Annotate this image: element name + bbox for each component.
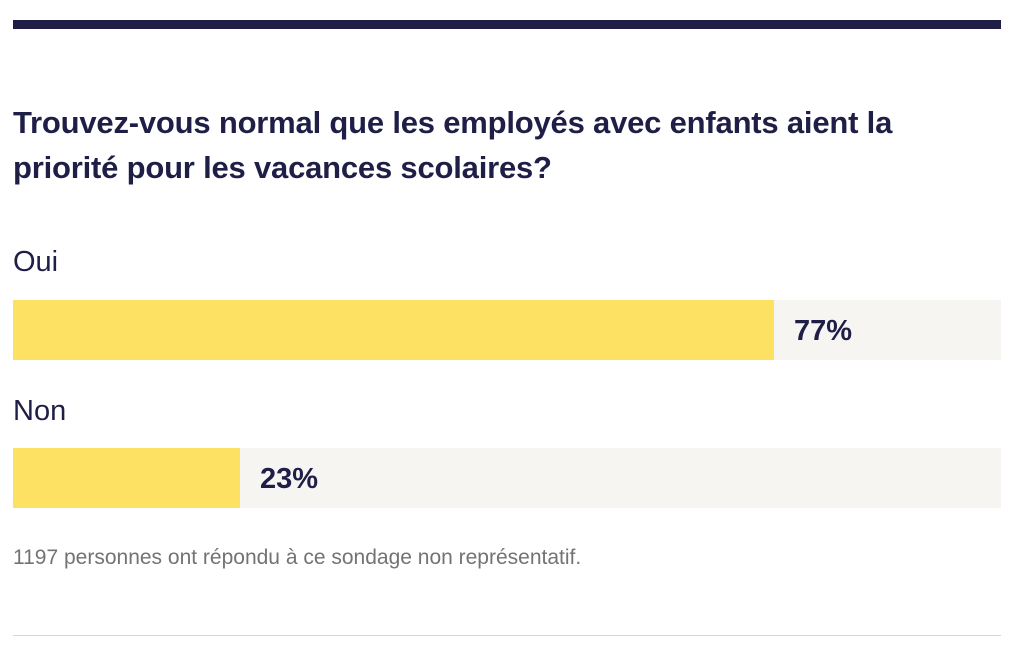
result-bar-non: 23%: [13, 448, 1001, 508]
poll-footnote: 1197 personnes ont répondu à ce sondage …: [13, 546, 582, 569]
top-divider: [13, 20, 1001, 29]
bottom-divider: [13, 635, 1001, 636]
result-bar-fill-oui: [13, 300, 774, 360]
result-bar-oui: 77%: [13, 300, 1001, 360]
result-percent-non: 23%: [260, 463, 319, 495]
result-percent-oui: 77%: [794, 315, 853, 347]
option-label-oui: Oui: [13, 246, 59, 278]
result-bar-fill-non: [13, 448, 240, 508]
poll-question: Trouvez-vous normal que les employés ave…: [13, 105, 893, 185]
option-label-non: Non: [13, 395, 67, 427]
